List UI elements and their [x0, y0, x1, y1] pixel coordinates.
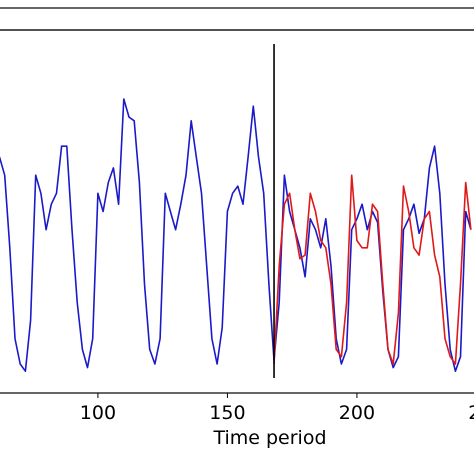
- x-tick-label: 100: [80, 402, 116, 424]
- x-tick-label: 250: [468, 402, 474, 424]
- x-tick-label: 150: [209, 402, 245, 424]
- upper-panel: [0, 7, 474, 31]
- series-line: [0, 98, 472, 372]
- x-axis-label: Time period: [212, 427, 326, 449]
- series-line: [273, 174, 472, 365]
- plot-frame: [0, 29, 474, 394]
- x-tick-label: 200: [339, 402, 375, 424]
